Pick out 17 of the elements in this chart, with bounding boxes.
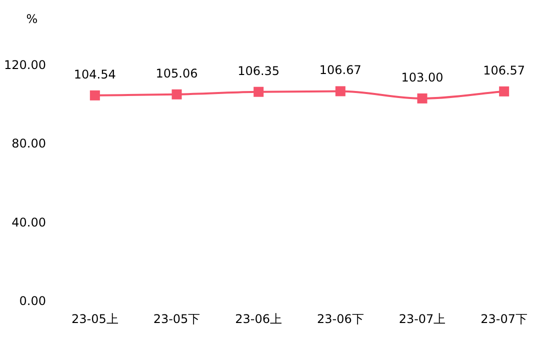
x-tick-label: 23-05下 (153, 312, 200, 326)
text: 104.54 (74, 67, 116, 82)
x-tick-label: 23-05上 (71, 312, 118, 326)
text: 106.35 (238, 64, 280, 78)
y-tick-label: 0.00 (19, 294, 46, 308)
y-axis-title: % (26, 12, 38, 26)
x-tick-label: 23-06上 (235, 312, 282, 326)
y-tick-label: 40.00 (12, 215, 46, 230)
x-tick-label: 23-07上 (398, 312, 446, 326)
text: 103.00 (401, 70, 444, 84)
text: 105.06 (156, 66, 198, 80)
x-tick-label: 23-07下 (480, 312, 528, 326)
text: 106.57 (483, 63, 526, 78)
text: 106.67 (319, 63, 362, 78)
x-tick-label: 23-06下 (316, 312, 364, 326)
y-tick-label: 120.00 (4, 58, 46, 72)
y-tick-label: 80.00 (12, 136, 46, 151)
